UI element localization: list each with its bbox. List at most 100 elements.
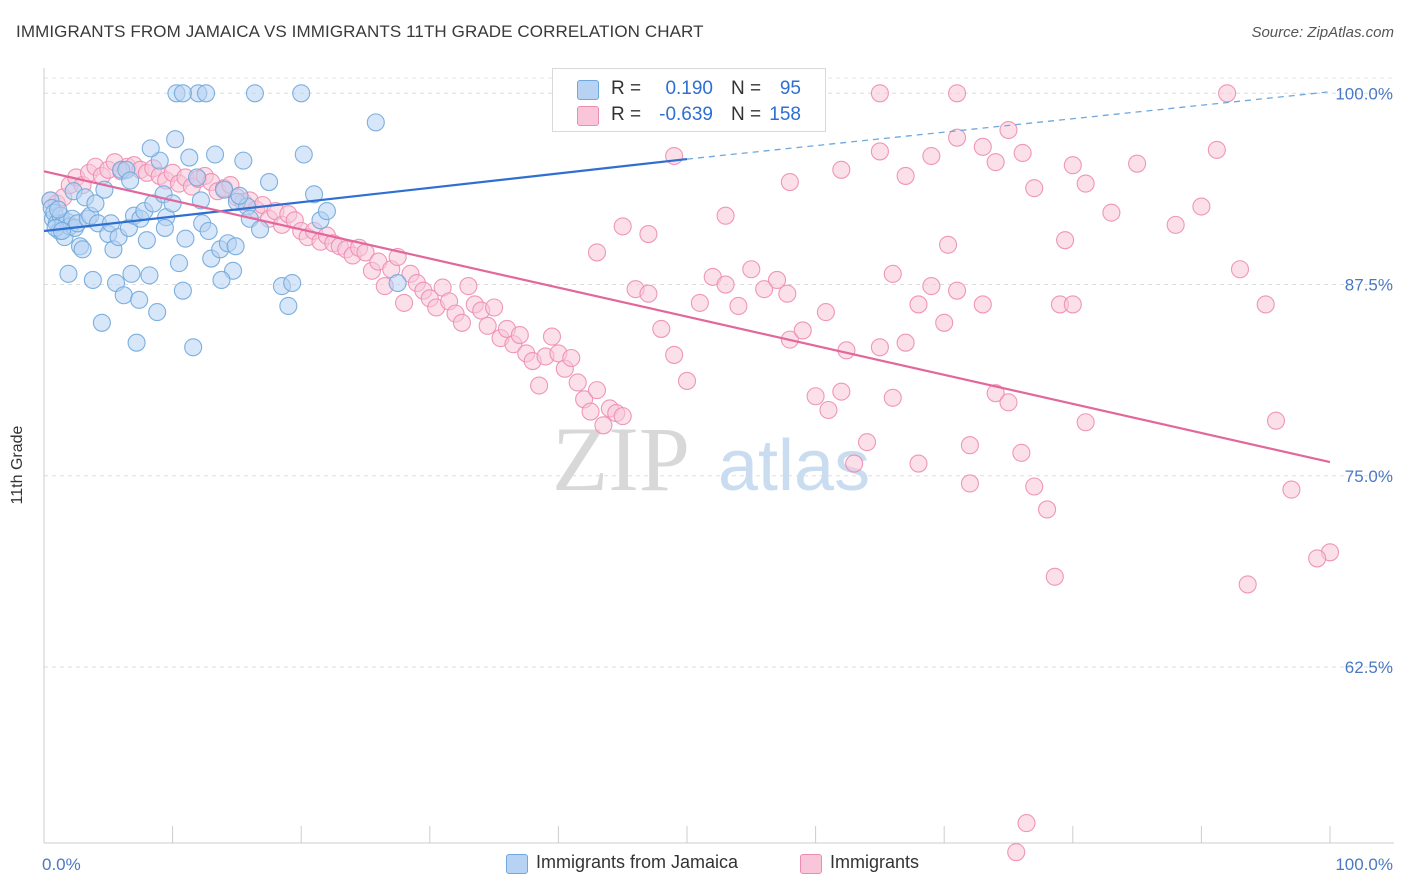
immigrants-point: [960, 436, 979, 455]
immigrants-point: [999, 120, 1018, 140]
immigrants-point: [819, 400, 838, 420]
legend-r-value: -0.639: [659, 104, 713, 125]
jamaica-point: [230, 186, 249, 205]
y-tick-label: 100.0%: [1335, 84, 1393, 103]
jamaica-point: [259, 172, 279, 192]
jamaica-point: [283, 273, 302, 293]
jamaica-point: [73, 240, 92, 259]
immigrants-point: [1012, 443, 1031, 462]
immigrants-point: [1076, 174, 1095, 193]
jamaica-point: [191, 191, 210, 210]
immigrants-point: [478, 316, 497, 335]
source-label: Source: ZipAtlas.com: [1251, 24, 1394, 41]
jamaica-point: [141, 139, 160, 158]
jamaica-point: [86, 194, 105, 213]
legend-swatch-immigrants: [577, 106, 599, 126]
immigrants-point: [755, 280, 774, 299]
jamaica-point: [205, 145, 225, 164]
jamaica-point: [212, 270, 231, 290]
jamaica-point: [122, 264, 141, 283]
immigrants-point: [986, 153, 1005, 172]
jamaica-point: [305, 185, 324, 204]
immigrants-point: [939, 235, 958, 254]
immigrants-point: [1256, 295, 1275, 314]
immigrants-point: [896, 333, 915, 352]
x-tick-label: 100.0%: [1335, 855, 1393, 874]
immigrants-point: [870, 338, 889, 357]
immigrants-point: [1192, 197, 1211, 216]
immigrants-point: [948, 128, 967, 147]
immigrants-point: [1282, 480, 1301, 499]
immigrants-point: [1128, 154, 1147, 173]
immigrants-point: [485, 298, 504, 317]
jamaica-point: [388, 273, 407, 293]
immigrants-point: [857, 433, 877, 452]
immigrants-point: [690, 293, 709, 312]
immigrants-point: [1266, 411, 1286, 430]
y-tick-label: 62.5%: [1345, 658, 1393, 677]
immigrants-point: [896, 166, 915, 185]
immigrants-point: [883, 264, 902, 283]
jamaica-point: [121, 171, 140, 190]
immigrants-point: [1218, 84, 1237, 103]
immigrants-point: [1025, 477, 1044, 496]
jamaica-point: [279, 296, 298, 316]
bottom-legend-label-jamaica: Immigrants from Jamaica: [536, 852, 739, 872]
jamaica-point: [234, 151, 253, 170]
immigrants-point: [948, 281, 967, 300]
jamaica-point: [137, 231, 156, 250]
jamaica-point: [52, 221, 72, 241]
jamaica-point: [150, 151, 169, 170]
jamaica-point: [250, 220, 270, 239]
immigrants-point: [1007, 843, 1026, 862]
jamaica-point: [294, 145, 313, 164]
bottom-legend-swatch-immigrants: [800, 854, 822, 874]
immigrants-point: [832, 160, 851, 179]
trend-lines: [43, 91, 1331, 464]
jamaica-point: [166, 130, 185, 149]
bottom-legend-swatch-jamaica: [506, 854, 528, 874]
jamaica-point: [176, 229, 195, 248]
jamaica-point: [114, 286, 133, 305]
jamaica-point: [173, 84, 192, 103]
jamaica-point: [184, 338, 203, 357]
immigrants-point: [1166, 215, 1185, 234]
immigrants-point: [587, 381, 607, 400]
jamaica-point: [148, 303, 167, 322]
legend-n-value: 158: [769, 104, 801, 125]
jamaica-trend-line: [43, 157, 688, 233]
series-immigrants-from-jamaica: [41, 84, 407, 357]
jamaica-point: [292, 84, 311, 103]
jamaica-point: [169, 254, 189, 273]
jamaica-point: [317, 202, 336, 221]
immigrants-point: [510, 325, 529, 345]
immigrants-point: [639, 225, 658, 244]
jamaica-point: [245, 84, 264, 103]
watermark-atlas: atlas: [718, 426, 870, 506]
immigrants-point: [767, 270, 787, 290]
immigrants-point: [806, 387, 825, 406]
immigrants-point: [665, 345, 684, 364]
immigrants-point: [1230, 260, 1250, 279]
jamaica-point: [140, 266, 159, 285]
legend-r-label: R =: [611, 104, 642, 125]
immigrants-point: [1017, 814, 1036, 833]
immigrants-point: [1045, 567, 1064, 586]
immigrants-point: [562, 348, 581, 368]
immigrants-point: [780, 172, 799, 192]
legend-row-jamaica: R = 0.190 N = 95: [553, 75, 825, 103]
immigrants-point: [716, 206, 735, 225]
immigrants-point: [778, 284, 797, 303]
correlation-legend: R = 0.190 N = 95 R = -0.639 N = 158: [552, 68, 826, 132]
immigrants-point: [1056, 231, 1075, 250]
immigrants-point: [973, 295, 992, 314]
legend-row-immigrants: R = -0.639 N = 158: [553, 101, 825, 129]
immigrants-point: [639, 284, 658, 303]
y-tick-label: 75.0%: [1345, 467, 1393, 486]
immigrants-point: [1102, 203, 1121, 222]
immigrants-point: [793, 321, 812, 340]
immigrants-point: [613, 217, 632, 236]
immigrants-point: [1238, 575, 1257, 594]
immigrants-point: [1308, 549, 1327, 568]
